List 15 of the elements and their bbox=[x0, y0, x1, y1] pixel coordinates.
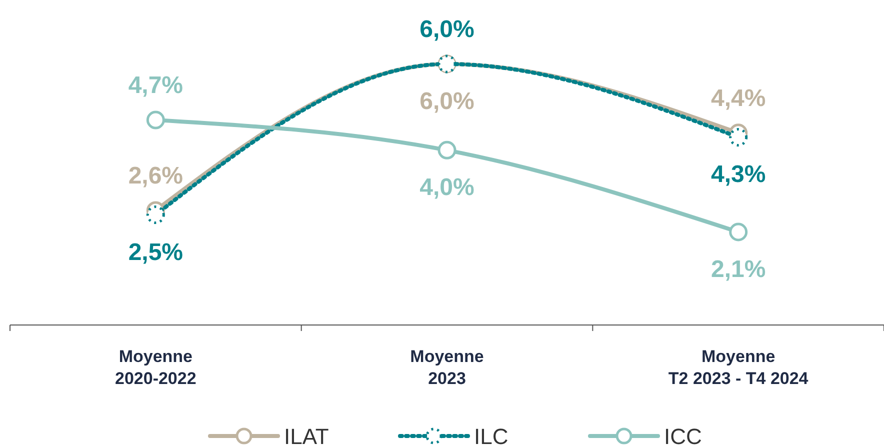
data-label: 6,0% bbox=[420, 88, 474, 115]
data-label: 4,7% bbox=[128, 72, 184, 99]
data-label: 2,6% bbox=[128, 162, 184, 190]
data-label: 2,5% bbox=[128, 238, 184, 266]
legend-label: ILC bbox=[474, 424, 508, 448]
x-tick-label: Moyenne T2 2023 - T4 2024 bbox=[668, 347, 809, 388]
x-tick-label: Moyenne 2020-2022 bbox=[115, 347, 196, 388]
data-label: 2,1% bbox=[710, 256, 766, 283]
data-label: 6,0% bbox=[420, 16, 474, 43]
legend-label: ICC bbox=[664, 424, 702, 448]
data-label: 4,4% bbox=[710, 84, 766, 112]
data-label: 4,0% bbox=[420, 174, 474, 202]
x-tick-label: Moyenne 2023 bbox=[410, 347, 484, 388]
legend-label: ILAT bbox=[284, 424, 329, 448]
data-label: 4,3% bbox=[710, 161, 766, 188]
